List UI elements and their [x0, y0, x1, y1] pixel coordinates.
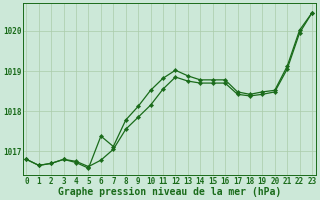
- X-axis label: Graphe pression niveau de la mer (hPa): Graphe pression niveau de la mer (hPa): [58, 187, 281, 197]
